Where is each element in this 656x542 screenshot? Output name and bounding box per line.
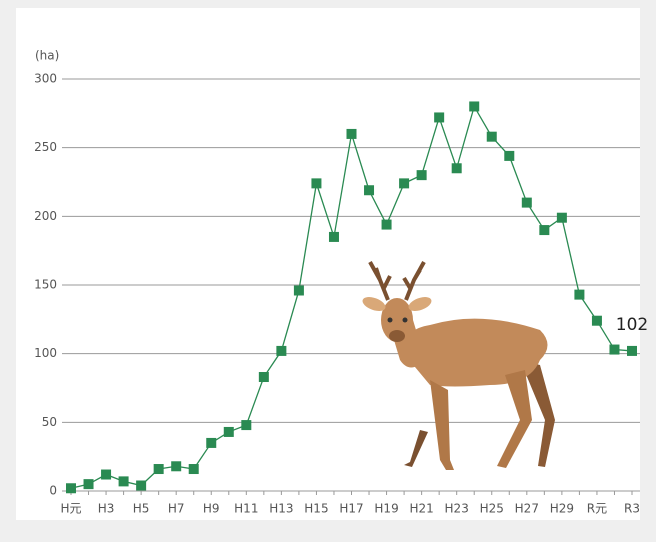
- data-point: [364, 185, 375, 196]
- y-tick-label: 300: [34, 72, 57, 86]
- y-tick-label: 0: [49, 484, 57, 498]
- data-point: [609, 344, 620, 355]
- x-tick-label: H21: [409, 502, 433, 516]
- x-tick-label: R3: [624, 502, 640, 516]
- data-point: [223, 426, 234, 437]
- x-tick-label: H13: [269, 502, 293, 516]
- data-point: [574, 289, 585, 300]
- data-point: [399, 178, 410, 189]
- y-tick-label: 100: [34, 346, 57, 360]
- data-point: [539, 225, 550, 236]
- data-point: [101, 469, 112, 480]
- x-tick-label: H19: [374, 502, 398, 516]
- data-point: [451, 163, 462, 174]
- x-tick-label: H27: [515, 502, 539, 516]
- x-tick-label: H25: [480, 502, 504, 516]
- data-point: [118, 476, 129, 487]
- data-point: [591, 315, 602, 326]
- data-point: [258, 372, 269, 383]
- data-point: [153, 464, 164, 475]
- data-point: [434, 112, 445, 123]
- y-tick-label: 200: [34, 209, 57, 223]
- x-tick-label: H17: [339, 502, 363, 516]
- x-tick-label: H3: [98, 502, 115, 516]
- data-point: [521, 197, 532, 208]
- x-tick-label: H11: [234, 502, 258, 516]
- data-point: [346, 128, 357, 139]
- data-point: [556, 212, 567, 223]
- x-tick-label: H9: [203, 502, 220, 516]
- deer-illustration: [362, 261, 555, 470]
- data-point: [241, 420, 252, 431]
- data-point: [83, 479, 94, 490]
- data-point: [469, 101, 480, 112]
- data-point: [627, 345, 637, 356]
- y-tick-label: 150: [34, 278, 57, 292]
- data-point: [328, 231, 339, 242]
- x-tick-label: H元: [60, 502, 81, 516]
- panel: [16, 8, 640, 520]
- data-point: [188, 464, 199, 475]
- data-point: [206, 437, 217, 448]
- data-point: [311, 178, 322, 189]
- data-point: [381, 219, 392, 230]
- x-tick-label: H23: [445, 502, 469, 516]
- x-tick-label: H7: [168, 502, 185, 516]
- data-point: [416, 170, 427, 181]
- x-tick-label: H29: [550, 502, 574, 516]
- x-tick-label: R元: [587, 502, 607, 516]
- data-label: 102: [616, 315, 648, 335]
- data-point: [293, 285, 304, 296]
- y-tick-label: 50: [42, 415, 57, 429]
- x-tick-label: H15: [304, 502, 328, 516]
- data-point: [504, 150, 515, 161]
- x-tick-label: H5: [133, 502, 150, 516]
- y-tick-label: 250: [34, 140, 57, 154]
- data-point: [276, 345, 287, 356]
- data-point: [66, 483, 76, 494]
- data-point: [136, 480, 147, 491]
- unit-label: (ha): [35, 49, 59, 63]
- data-point: [486, 131, 497, 142]
- data-point: [171, 461, 182, 472]
